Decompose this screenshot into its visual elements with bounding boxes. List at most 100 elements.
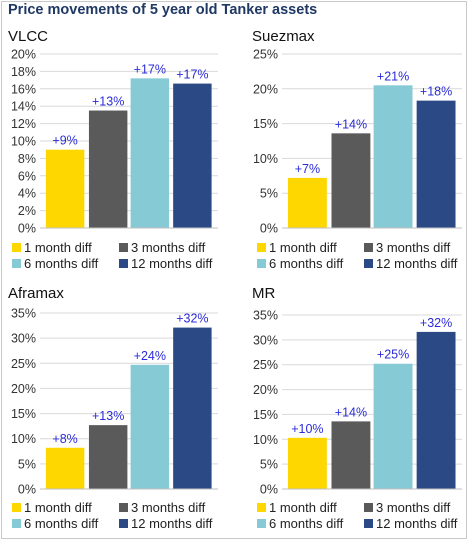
vlcc-ytick-label: 4% [18,187,36,201]
vlcc-bar [173,83,212,228]
aframax-bar [45,447,85,489]
suezmax-bar [373,85,413,228]
aframax-ytick-label: 25% [11,357,36,371]
suezmax-legend-label: 6 months diff [269,256,344,271]
vlcc-legend-label: 6 months diff [24,256,99,271]
mr-ytick-label: 15% [253,408,278,422]
suezmax-legend-label: 1 month diff [269,240,337,255]
vlcc-data-label: +13% [92,95,124,109]
aframax-ytick-label: 15% [11,407,36,421]
vlcc-data-label: +9% [52,134,77,148]
aframax-ytick-label: 5% [18,457,36,471]
mr-ytick-label: 10% [253,433,278,447]
suezmax-ytick-label: 0% [260,222,278,236]
vlcc-legend-label: 12 months diff [131,256,213,271]
aframax-legend-swatch [119,503,128,512]
aframax-data-label: +13% [92,409,124,423]
vlcc-ytick-label: 2% [18,204,36,218]
aframax-bar [88,425,128,489]
suezmax-legend-swatch [364,259,373,268]
vlcc-ytick-label: 18% [11,65,36,79]
aframax-legend-label: 6 months diff [24,516,99,531]
vlcc-bar [45,149,85,228]
mr-chart-title: MR [252,285,275,302]
suezmax-bar [416,100,456,228]
aframax-legend-swatch [119,519,128,528]
aframax-data-label: +8% [52,432,77,446]
mr-ytick-label: 30% [253,333,278,347]
vlcc-legend-label: 3 months diff [131,240,206,255]
suezmax-data-label: +18% [420,85,452,99]
suezmax-bar [331,133,371,228]
vlcc-ytick-label: 20% [11,48,36,62]
aframax-ytick-label: 30% [11,332,36,346]
suezmax-ytick-label: 25% [253,48,278,62]
page-title: Price movements of 5 year old Tanker ass… [8,2,318,18]
mr-ytick-label: 5% [260,458,278,472]
aframax-ytick-label: 10% [11,432,36,446]
mr-legend-swatch [257,503,266,512]
aframax-data-label: +24% [134,349,166,363]
vlcc-legend-label: 1 month diff [24,240,92,255]
aframax-bar [173,327,212,489]
vlcc-ytick-label: 12% [11,117,36,131]
mr-bar [416,331,456,489]
aframax-bar [130,364,170,489]
aframax-ytick-label: 35% [11,307,36,321]
mr-ytick-label: 35% [253,309,278,323]
aframax-data-label: +32% [176,312,208,326]
vlcc-data-label: +17% [176,68,208,82]
mr-data-label: +14% [335,405,367,419]
aframax-legend-label: 1 month diff [24,500,92,515]
mr-bar [331,421,371,489]
mr-bar [373,363,413,489]
vlcc-bar [130,78,170,228]
mr-bar [287,437,327,489]
mr-data-label: +10% [291,422,323,436]
aframax-legend-label: 3 months diff [131,500,206,515]
vlcc-ytick-label: 10% [11,135,36,149]
suezmax-legend-swatch [364,243,373,252]
mr-legend-label: 3 months diff [376,500,451,515]
mr-data-label: +32% [420,316,452,330]
suezmax-ytick-label: 15% [253,117,278,131]
vlcc-chart-title: VLCC [8,28,48,45]
vlcc-legend-swatch [119,259,128,268]
mr-legend-swatch [364,519,373,528]
suezmax-ytick-label: 20% [253,82,278,96]
mr-legend-label: 12 months diff [376,516,458,531]
mr-ytick-label: 20% [253,383,278,397]
vlcc-ytick-label: 0% [18,222,36,236]
vlcc-ytick-label: 6% [18,169,36,183]
aframax-ytick-label: 20% [11,382,36,396]
mr-legend-label: 6 months diff [269,516,344,531]
aframax-ytick-label: 0% [18,483,36,497]
vlcc-ytick-label: 16% [11,82,36,96]
mr-data-label: +25% [377,348,409,362]
aframax-legend-swatch [12,519,21,528]
mr-ytick-label: 0% [260,483,278,497]
vlcc-legend-swatch [12,259,21,268]
suezmax-legend-swatch [257,243,266,252]
suezmax-data-label: +7% [295,162,320,176]
suezmax-ytick-label: 10% [253,152,278,166]
suezmax-legend-label: 3 months diff [376,240,451,255]
suezmax-bar [287,177,327,228]
mr-legend-label: 1 month diff [269,500,337,515]
vlcc-ytick-label: 8% [18,152,36,166]
vlcc-bar [88,110,128,228]
vlcc-ytick-label: 14% [11,100,36,114]
suezmax-ytick-label: 5% [260,187,278,201]
vlcc-legend-swatch [12,243,21,252]
mr-legend-swatch [257,519,266,528]
suezmax-data-label: +14% [335,117,367,131]
suezmax-legend-swatch [257,259,266,268]
suezmax-data-label: +21% [377,69,409,83]
vlcc-legend-swatch [119,243,128,252]
aframax-legend-label: 12 months diff [131,516,213,531]
suezmax-chart-title: Suezmax [252,28,315,45]
mr-ytick-label: 25% [253,358,278,372]
aframax-chart-title: Aframax [8,285,64,302]
